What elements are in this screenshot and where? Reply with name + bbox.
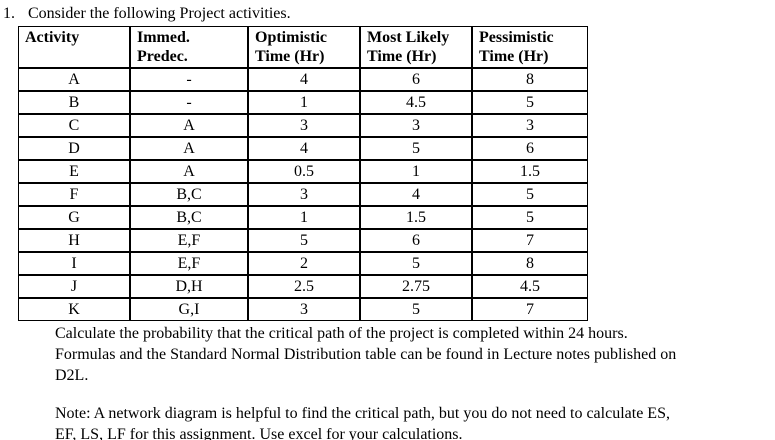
question-number: 1. [3,5,15,22]
table-cell: 1.5 [360,206,472,229]
table-cell: H [18,229,130,252]
table-cell: 3 [472,114,588,137]
table-row-activity-d: D A 4 5 6 [18,137,588,160]
table-cell: 5 [360,252,472,275]
table-cell: D [18,137,130,160]
column-header-activity: Activity [18,26,130,68]
table-cell: 6 [360,229,472,252]
column-header-optimistic-time: Optimistic Time (Hr) [248,26,360,68]
table-cell: 3 [360,114,472,137]
note-line: EF, LS, LF for this assignment. Use exce… [55,426,463,440]
table-cell: 1 [248,206,360,229]
table-cell: 3 [248,114,360,137]
table-cell: G [18,206,130,229]
table-cell: 4.5 [472,275,588,298]
table-cell: 2.75 [360,275,472,298]
table-cell: E,F [130,229,248,252]
table-cell: 4 [248,137,360,160]
instructions-line: Calculate the probability that the criti… [55,325,628,342]
table-cell: K [18,298,130,321]
table-row-activity-b: B - 1 4.5 5 [18,91,588,114]
table-row-activity-j: J D,H 2.5 2.75 4.5 [18,275,588,298]
table-cell: G,I [130,298,248,321]
table-cell: 2 [248,252,360,275]
table-row-activity-i: I E,F 2 5 8 [18,252,588,275]
table-cell: 6 [472,137,588,160]
table-cell: 8 [472,252,588,275]
table-cell: 2.5 [248,275,360,298]
instructions-line: D2L. [55,367,89,384]
column-header-pessimistic-time: Pessimistic Time (Hr) [472,26,588,68]
table-cell: 0.5 [248,160,360,183]
table-cell: 4 [360,183,472,206]
table-cell: B,C [130,183,248,206]
table-cell: 5 [472,206,588,229]
table-row-activity-a: A - 4 6 8 [18,68,588,91]
table-row-activity-f: F B,C 3 4 5 [18,183,588,206]
project-activities-table: Activity Immed. Predec. Optimistic Time … [18,26,588,321]
question-heading: 1. Consider the following Project activi… [0,0,775,24]
table-cell: I [18,252,130,275]
table-cell: 4.5 [360,91,472,114]
column-header-immed-predec: Immed. Predec. [130,26,248,68]
table-row-activity-c: C A 3 3 3 [18,114,588,137]
table-row-activity-g: G B,C 1 1.5 5 [18,206,588,229]
table-cell: 3 [248,298,360,321]
table-cell: 5 [472,183,588,206]
table-row-activity-e: E A 0.5 1 1.5 [18,160,588,183]
table-cell: A [130,114,248,137]
table-cell: D,H [130,275,248,298]
table-cell: B [18,91,130,114]
instructions-line: Formulas and the Standard Normal Distrib… [55,346,677,363]
table-cell: J [18,275,130,298]
table-cell: 5 [472,91,588,114]
table-cell: A [130,160,248,183]
table-cell: 6 [360,68,472,91]
table-cell: 7 [472,229,588,252]
note-paragraph: Note: A network diagram is helpful to fi… [55,403,755,440]
table-cell: A [18,68,130,91]
column-header-most-likely-time: Most Likely Time (Hr) [360,26,472,68]
table-cell: 5 [248,229,360,252]
table-cell: F [18,183,130,206]
table-row-activity-h: H E,F 5 6 7 [18,229,588,252]
note-line: Note: A network diagram is helpful to fi… [55,405,670,422]
table-cell: E [18,160,130,183]
table-cell: - [130,68,248,91]
table-cell: A [130,137,248,160]
table-cell: - [130,91,248,114]
table-cell: 5 [360,298,472,321]
table-cell: 7 [472,298,588,321]
table-cell: 3 [248,183,360,206]
table-cell: 4 [248,68,360,91]
question-title: Consider the following Project activitie… [28,5,291,22]
instructions-paragraph: Calculate the probability that the criti… [55,323,755,386]
table-row-activity-k: K G,I 3 5 7 [18,298,588,321]
table-cell: C [18,114,130,137]
table-cell: 1.5 [472,160,588,183]
table-cell: 8 [472,68,588,91]
table-header-row: Activity Immed. Predec. Optimistic Time … [18,26,588,68]
table-cell: 1 [360,160,472,183]
table-cell: 1 [248,91,360,114]
table-cell: 5 [360,137,472,160]
table-cell: E,F [130,252,248,275]
table-cell: B,C [130,206,248,229]
